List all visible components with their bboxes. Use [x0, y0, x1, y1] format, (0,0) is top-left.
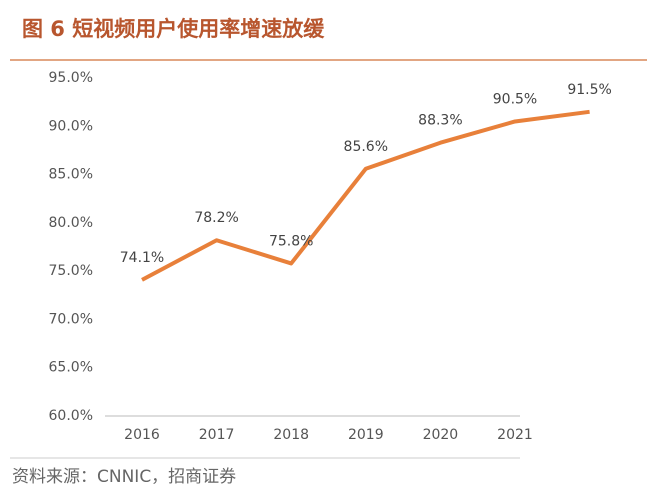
data-label: 91.5% — [567, 82, 611, 98]
x-tick-label: 2021 — [497, 427, 533, 443]
y-tick-label: 85.0% — [49, 167, 93, 183]
data-line — [141, 109, 590, 282]
data-label: 74.1% — [120, 250, 164, 266]
x-tick-label: 2017 — [199, 427, 235, 443]
y-tick-label: 70.0% — [49, 311, 93, 327]
source-note: 资料来源：CNNIC，招商证券 — [12, 467, 236, 487]
data-label: 78.2% — [194, 210, 238, 226]
y-tick-label: 75.0% — [49, 263, 93, 279]
x-tick-label: 2019 — [348, 427, 384, 443]
x-tick-label: 2016 — [124, 427, 160, 443]
y-tick-label: 65.0% — [49, 360, 93, 376]
x-tick-label: 2020 — [423, 427, 459, 443]
data-label: 75.8% — [269, 233, 313, 249]
chart-title: 图 6 短视频用户使用率增速放缓 — [22, 17, 325, 41]
y-tick-label: 90.0% — [49, 118, 93, 134]
y-tick-label: 80.0% — [49, 215, 93, 231]
data-label: 88.3% — [418, 113, 462, 129]
data-label: 90.5% — [493, 91, 537, 107]
data-label: 85.6% — [344, 139, 388, 155]
y-tick-label: 60.0% — [49, 408, 93, 424]
y-tick-label: 95.0% — [49, 70, 93, 86]
x-tick-label: 2018 — [273, 427, 309, 443]
